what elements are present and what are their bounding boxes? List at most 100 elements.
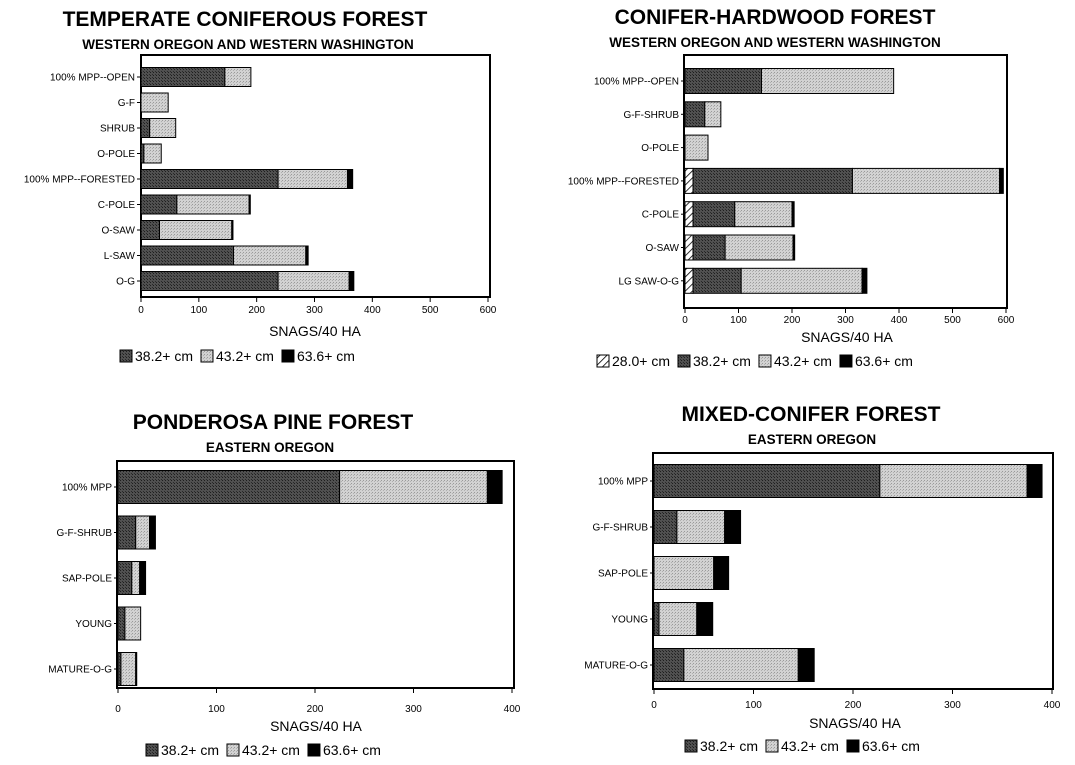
- bar-segment: [999, 167, 1004, 194]
- bar-segment: [692, 201, 736, 228]
- category-label: SAP-POLE: [62, 574, 112, 585]
- x-axis-ticks: 0 100 200 300 400 500 600: [682, 308, 1015, 326]
- bar-segment: [139, 561, 147, 595]
- category-label: O-G: [116, 277, 135, 288]
- x-tick-label: 0: [138, 305, 144, 316]
- legend-label: 38.2+ cm: [135, 348, 193, 364]
- category-labels: 100% MPP--OPEN G-F SHRUB O-POLE 100% MPP--FO…: [24, 73, 141, 288]
- bar-segment: [120, 652, 137, 686]
- category-label: G-F-SHRUB: [592, 523, 648, 534]
- legend-label: 38.2+ cm: [161, 742, 219, 758]
- legend-label: 43.2+ cm: [242, 742, 300, 758]
- legend-swatch: [119, 349, 133, 363]
- chart-subtitle: WESTERN OREGON AND WESTERN WASHINGTON: [609, 35, 941, 50]
- category-label: O-SAW: [101, 226, 135, 237]
- bar-segment: [117, 515, 137, 550]
- category-label: 100% MPP--FORESTED: [24, 175, 135, 186]
- legend-swatch: [677, 354, 691, 368]
- bar-segment: [653, 602, 660, 636]
- bar-segment: [684, 134, 709, 161]
- bar-segment: [486, 470, 503, 504]
- bar-segment: [1026, 464, 1043, 498]
- bar-segment: [653, 510, 678, 544]
- category-label: C-POLE: [98, 200, 136, 211]
- chart-subtitle: EASTERN OREGON: [748, 432, 876, 447]
- category-label: YOUNG: [611, 615, 648, 626]
- bar-segment: [761, 68, 895, 94]
- category-labels: 100% MPP G-F-SHRUB SAP-POLE YOUNG MATURE-O-G: [584, 477, 654, 672]
- x-axis-label: SNAGS/40 HA: [269, 323, 361, 339]
- bar-segment: [277, 169, 348, 189]
- chart-subtitle: WESTERN OREGON AND WESTERN WASHINGTON: [82, 37, 414, 52]
- legend-swatch: [758, 354, 772, 368]
- category-label: SHRUB: [100, 124, 135, 135]
- category-label: L-SAW: [104, 251, 136, 262]
- bar-segment: [851, 167, 1001, 194]
- x-tick-label: 500: [422, 305, 439, 316]
- panel-conifer-hardwood: CONIFER-HARDWOOD FOREST WESTERN OREGON A…: [568, 6, 1015, 369]
- category-labels: 100% MPP G-F-SHRUB SAP-POLE YOUNG MATURE-O-G: [48, 483, 118, 676]
- legend-label: 63.6+ cm: [862, 738, 920, 754]
- bar-group: [117, 470, 503, 686]
- bar-segment: [734, 201, 793, 228]
- bar-segment: [653, 556, 715, 590]
- x-tick-label: 300: [405, 704, 422, 715]
- x-tick-label: 100: [190, 305, 207, 316]
- bar-segment: [248, 194, 251, 215]
- panel-temperate-coniferous: TEMPERATE CONIFEROUS FOREST WESTERN OREG…: [24, 8, 497, 364]
- bar-segment: [131, 561, 141, 595]
- bar-segment: [143, 143, 162, 164]
- category-label: YOUNG: [75, 619, 112, 630]
- bar-segment: [724, 234, 794, 261]
- x-axis-ticks: 0 100 200 300 400 500 600: [138, 297, 497, 316]
- chart-title: CONIFER-HARDWOOD FOREST: [615, 6, 936, 29]
- x-tick-label: 200: [784, 315, 801, 326]
- category-labels: 100% MPP--OPEN G-F-SHRUB O-POLE 100% MPP--F…: [568, 77, 685, 287]
- legend-swatch: [596, 354, 610, 368]
- legend-swatch: [281, 349, 295, 363]
- bar-segment: [233, 245, 307, 266]
- legend-swatch: [307, 743, 321, 757]
- bar-segment: [696, 602, 714, 636]
- chart-title: PONDEROSA PINE FOREST: [133, 411, 414, 434]
- bar-group: [653, 464, 1043, 682]
- bar-segment: [791, 201, 795, 228]
- category-label: 100% MPP--OPEN: [594, 77, 679, 88]
- bar-segment: [224, 67, 252, 87]
- bar-segment: [658, 602, 698, 636]
- legend-label: 43.2+ cm: [216, 348, 274, 364]
- x-tick-label: 200: [248, 305, 265, 316]
- legend-swatch: [226, 743, 240, 757]
- bar-segment: [792, 234, 796, 261]
- bar-segment: [140, 92, 169, 113]
- bar-segment: [346, 169, 354, 189]
- x-tick-label: 300: [837, 315, 854, 326]
- legend-swatch: [200, 349, 214, 363]
- x-tick-label: 600: [480, 305, 497, 316]
- bar-segment: [879, 464, 1028, 498]
- x-tick-label: 200: [307, 704, 324, 715]
- chart-title: TEMPERATE CONIFEROUS FOREST: [63, 8, 428, 31]
- x-axis-ticks: 0 100 200 300 400: [115, 688, 521, 715]
- x-tick-label: 300: [944, 700, 961, 711]
- bar-segment: [339, 470, 488, 504]
- bar-segment: [653, 648, 685, 682]
- x-tick-label: 0: [651, 700, 657, 711]
- bar-segment: [231, 220, 234, 240]
- category-label: 100% MPP: [598, 477, 648, 488]
- category-label: G-F: [118, 98, 135, 109]
- bar-segment: [176, 194, 250, 215]
- legend-label: 43.2+ cm: [774, 353, 832, 369]
- panel-ponderosa-pine: PONDEROSA PINE FOREST EASTERN OREGON 100…: [48, 411, 520, 758]
- bar-segment: [277, 271, 350, 291]
- legend: 28.0+ cm 38.2+ cm 43.2+ cm 63.6+ cm: [596, 353, 913, 369]
- category-label: MATURE-O-G: [584, 661, 648, 672]
- bar-segment: [117, 606, 126, 641]
- category-label: G-F-SHRUB: [56, 528, 112, 539]
- bar-segment: [117, 561, 133, 595]
- legend-label: 63.6+ cm: [297, 348, 355, 364]
- category-label: 100% MPP: [62, 483, 112, 494]
- bar-segment: [684, 68, 763, 94]
- legend-label: 28.0+ cm: [612, 353, 670, 369]
